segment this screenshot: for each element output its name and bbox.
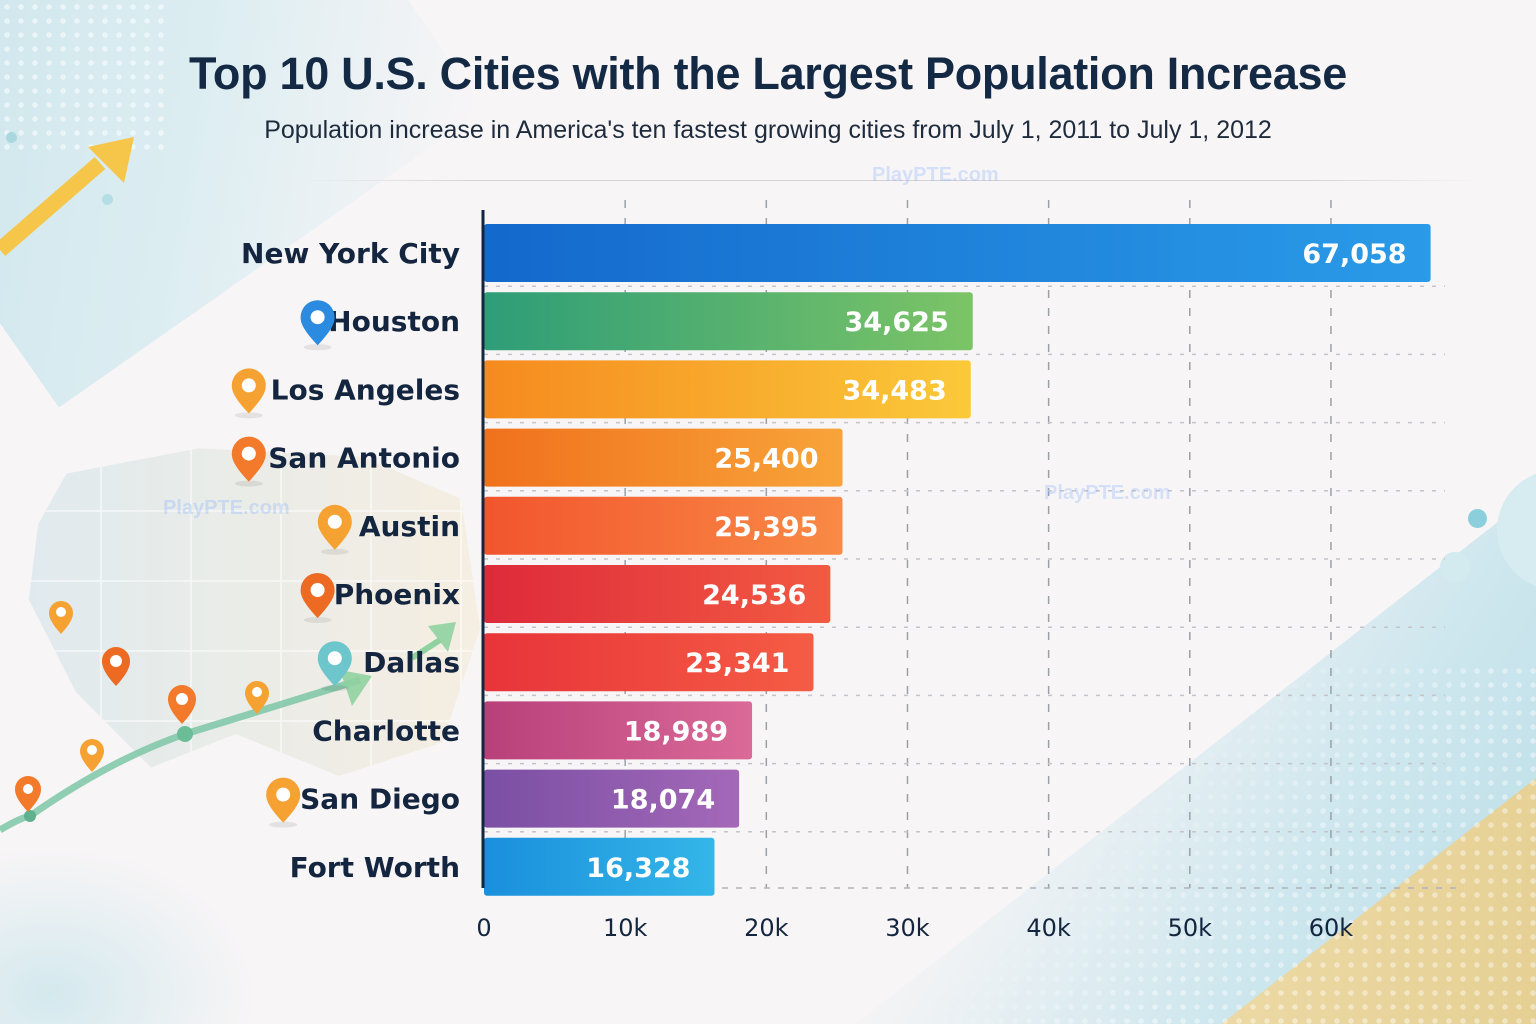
map-pins — [15, 601, 269, 812]
bar-new-york-city — [484, 224, 1431, 282]
location-pin-icon — [317, 504, 352, 555]
map-pin-icon — [245, 681, 269, 714]
map-pin-icon — [49, 601, 73, 634]
bar-austin — [484, 496, 843, 555]
category-label: San Antonio — [268, 442, 460, 475]
bar-san-diego — [484, 769, 740, 828]
decorative-circle — [1468, 509, 1487, 528]
map-pin-icon — [102, 647, 130, 686]
x-tick-label: 50k — [1168, 914, 1213, 942]
dot-pattern-bottom-right — [896, 664, 1536, 1024]
category-label: San Diego — [300, 783, 460, 816]
decorative-circle — [102, 194, 113, 205]
x-tick-label: 40k — [1026, 914, 1071, 942]
watermark: PlayPTE.com — [163, 497, 290, 519]
category-label: Fort Worth — [290, 851, 460, 884]
category-label: Austin — [359, 510, 460, 543]
bar-houston — [484, 292, 973, 351]
bar-value-label: 25,400 — [714, 444, 818, 475]
bar-value-label: 25,395 — [714, 512, 818, 543]
watermark: PlayPTE.com — [872, 164, 999, 186]
x-tick-label: 10k — [603, 914, 648, 942]
category-label: Phoenix — [334, 578, 460, 611]
bar-value-label: 24,536 — [702, 580, 806, 611]
watermark: PlayPTE.com — [1044, 482, 1171, 504]
map-pin-icon — [15, 776, 41, 812]
chart-subtitle: Population increase in America's ten fas… — [264, 116, 1272, 144]
map-pin-icon — [168, 685, 196, 724]
category-label: Charlotte — [312, 714, 460, 747]
bar-value-label: 67,058 — [1302, 239, 1406, 270]
location-pin-icon — [300, 300, 335, 351]
x-axis-ticks: 0 10k 20k 30k 40k 50k 60k — [476, 914, 1353, 942]
bar-value-label: 16,328 — [586, 853, 690, 884]
decorative-circle — [1440, 552, 1470, 582]
category-label: New York City — [241, 237, 460, 270]
location-pin-icon — [231, 368, 266, 419]
category-labels: New York City Houston Los Angeles San Anton… — [231, 237, 460, 884]
trend-arrow-icon — [0, 137, 134, 257]
bar-value-label: 34,483 — [843, 375, 947, 406]
bar-value-label: 34,625 — [845, 307, 949, 338]
location-pin-icon — [231, 436, 266, 487]
bar-value-label: 23,341 — [685, 648, 789, 679]
bar-phoenix — [484, 565, 831, 623]
category-label: Los Angeles — [271, 373, 460, 406]
title-divider — [300, 180, 1480, 181]
location-pin-icon — [266, 777, 301, 828]
background-shape-bottom-left — [0, 844, 260, 1024]
decorative-circle — [6, 132, 17, 143]
location-pin-icon — [317, 641, 352, 692]
bar-fort-worth — [484, 837, 715, 896]
x-tick-label: 60k — [1309, 914, 1354, 942]
chart-title: Top 10 U.S. Cities with the Largest Popu… — [189, 48, 1347, 99]
chart-bars: 67,058 34,625 34,483 25,400 25,395 24,536 23,3… — [484, 224, 1431, 896]
x-tick-label: 20k — [744, 914, 789, 942]
map-pin-icon — [80, 739, 104, 772]
bar-san-antonio — [484, 428, 843, 487]
category-label: Dallas — [363, 646, 460, 679]
x-tick-label: 0 — [476, 914, 491, 942]
category-label: Houston — [328, 305, 460, 338]
dot-pattern-top-left — [0, 0, 170, 150]
bar-charlotte — [484, 701, 753, 760]
bar-los-angeles — [484, 360, 971, 419]
bar-value-label: 18,989 — [624, 716, 728, 747]
x-tick-label: 30k — [885, 914, 930, 942]
bar-dallas — [484, 633, 814, 692]
bar-value-label: 18,074 — [611, 785, 715, 816]
growth-curve-icon — [0, 622, 456, 834]
location-pin-icon — [300, 573, 335, 623]
